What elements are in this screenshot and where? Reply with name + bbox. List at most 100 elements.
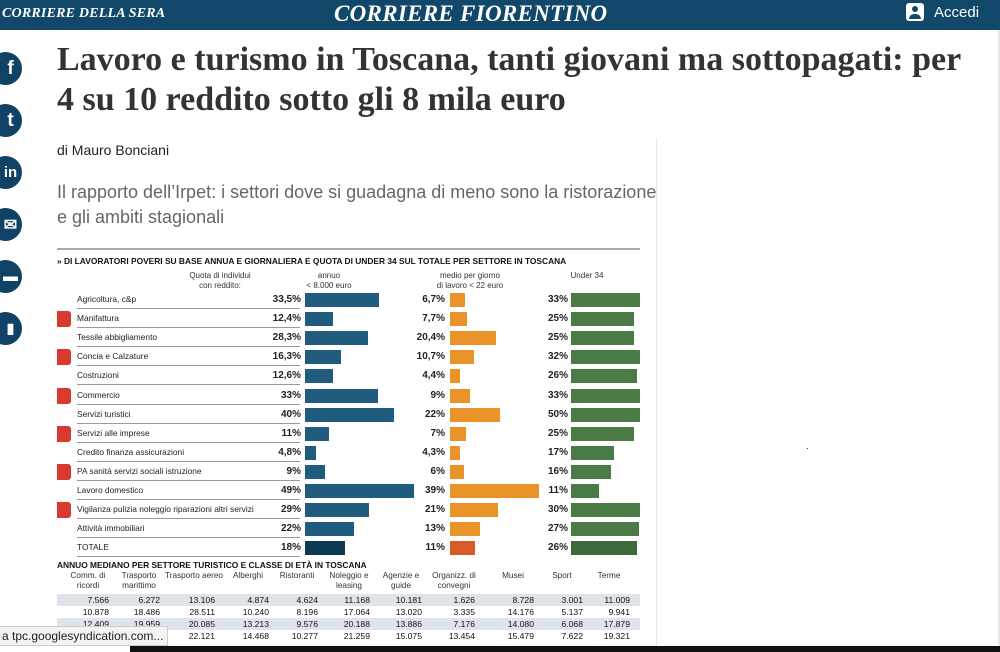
- medio-value-label: 9%: [430, 389, 445, 401]
- corriere-della-sera-logo[interactable]: CORRIERE DELLA SERA: [2, 6, 166, 21]
- annuo-value-label: 16,3%: [272, 351, 301, 363]
- table2-cell: 6.272: [138, 595, 160, 605]
- row-rule: [77, 537, 300, 539]
- chart-row: Servizi alle imprese 11% 7% 25%: [57, 425, 640, 444]
- medio-bar: [450, 331, 497, 346]
- table2-cell: 10.240: [242, 607, 269, 617]
- chart-row: Vigilanza pulizia noleggio riparazioni a…: [57, 501, 640, 520]
- header-under34: Under 34: [570, 271, 604, 280]
- chart-row: PA sanità servizi sociali istruzione 9% 6%…: [57, 463, 640, 482]
- table2-cell: 13.886: [395, 619, 422, 629]
- medio-bar: [450, 522, 480, 537]
- medio-value-label: 6%: [430, 465, 445, 477]
- table2-cell: 14.176: [507, 607, 534, 617]
- sector-icon: [57, 387, 71, 404]
- infographic-image: » DI LAVORATORI POVERI SU BASE ANNUA E G…: [57, 248, 640, 652]
- medio-bar: [450, 388, 471, 403]
- annuo-value-label: 49%: [280, 485, 301, 496]
- twitter-icon[interactable]: t: [0, 104, 22, 137]
- article-author[interactable]: di Mauro Bonciani: [57, 142, 170, 158]
- user-icon: [906, 3, 924, 21]
- email-icon[interactable]: ✉: [0, 208, 22, 241]
- under34-bar: [571, 484, 599, 498]
- column-separator: [656, 138, 657, 652]
- under34-bar: [571, 445, 614, 460]
- table2-column-header: Trasporto marittimo: [121, 571, 157, 590]
- sector-icon: [57, 311, 71, 328]
- annuo-bar: [305, 541, 345, 556]
- medio-bar: [450, 426, 466, 441]
- table2-cell: 5.137: [561, 607, 583, 617]
- corriere-fiorentino-logo[interactable]: CORRIERE FIORENTINO: [334, 1, 608, 26]
- annuo-value-label: 4,8%: [278, 446, 301, 458]
- annuo-value-label: 11%: [281, 427, 301, 439]
- under34-bar: [571, 541, 637, 556]
- annuo-value-label: 33,5%: [272, 294, 301, 305]
- sector-label: Lavoro domestico: [77, 485, 144, 495]
- under34-value-label: 50%: [547, 408, 568, 420]
- under34-bar: [571, 388, 640, 403]
- table2-column-header: Trasporto aereo: [165, 571, 223, 580]
- medio-value-label: 4,3%: [422, 446, 445, 458]
- sector-label: Commercio: [77, 389, 120, 400]
- chart-row: Manifattura 12,4% 7,7% 25%: [57, 310, 640, 329]
- table2-cell: 7.176: [453, 619, 475, 629]
- header-quota: Quota di individui con reddito:: [175, 271, 265, 291]
- annuo-value-label: 22%: [280, 523, 301, 535]
- header-medio-line2: di lavoro < 22 euro: [436, 281, 504, 290]
- linkedin-icon[interactable]: in: [0, 156, 22, 189]
- chart-row: Servizi turistici 40% 22% 50%: [57, 406, 640, 425]
- sector-label: Agricoltura, c&p: [77, 294, 137, 304]
- medio-value-label: 11%: [425, 542, 445, 554]
- table2-cell: 17.879: [603, 619, 630, 629]
- chart-row: Costruzioni 12,6% 4,4% 26%: [57, 367, 640, 386]
- medio-bar: [450, 541, 475, 556]
- annuo-bar: [305, 331, 368, 346]
- annuo-bar: [305, 388, 379, 403]
- article-title: Lavoro e turismo in Toscana, tanti giova…: [57, 41, 961, 118]
- medio-value-label: 7,7%: [422, 313, 445, 325]
- under34-value-label: 26%: [547, 370, 568, 382]
- table2-cell: 7.622: [561, 631, 583, 641]
- under34-bar: [571, 312, 634, 327]
- header-medio: medio per giorno di lavoro < 22 euro: [425, 271, 515, 291]
- header-annuo-line2: < 8.000 euro: [306, 281, 352, 290]
- annuo-bar: [305, 312, 333, 327]
- login-label: Accedi: [934, 3, 980, 21]
- top-navigation-bar: CORRIERE DELLA SERA CORRIERE FIORENTINO …: [0, 0, 1000, 30]
- chart-row: Agricoltura, c&p 33,5% 6,7% 33%: [57, 291, 640, 310]
- table2-cell: 14.468: [242, 631, 269, 641]
- header-annuo-line1: annuo: [317, 271, 341, 280]
- header-medio-line1: medio per giorno: [439, 271, 501, 280]
- chart-row: TOTALE 18% 11% 26%: [57, 539, 640, 558]
- table2-cell: 1.626: [453, 595, 475, 605]
- table2-cell: 10.878: [82, 607, 109, 617]
- table2-column-header: Organizz. di convegni: [432, 571, 476, 590]
- table2-row: 10.878 18.486 28.511 10.240 8.196 17.064 13.02…: [57, 606, 640, 618]
- infographic-title: » DI LAVORATORI POVERI SU BASE ANNUA E G…: [57, 256, 567, 266]
- table2-cell: 18.486: [133, 607, 160, 617]
- under34-bar: [571, 369, 637, 384]
- table2-cell: 3.335: [453, 607, 475, 617]
- header-quota-line1: Quota di individui: [189, 271, 251, 280]
- annuo-bar: [305, 503, 370, 518]
- annuo-bar: [305, 522, 354, 537]
- medio-value-label: 7%: [430, 427, 445, 439]
- table2-cell: 15.075: [395, 631, 422, 641]
- login-button[interactable]: Accedi: [906, 3, 979, 21]
- sector-label: Servizi turistici: [77, 408, 131, 419]
- annuo-bar: [305, 464, 325, 479]
- sector-label: PA sanità servizi sociali istruzione: [77, 465, 202, 476]
- row-rule: [77, 441, 300, 443]
- row-rule: [77, 308, 300, 309]
- table2-row: 12.409 19.959 20.085 13.213 9.576 20.188 13.88…: [57, 618, 640, 630]
- annuo-value-label: 18%: [280, 542, 301, 554]
- comment-icon[interactable]: ▬: [0, 260, 22, 293]
- sector-icon: [57, 502, 71, 519]
- bookmark-icon[interactable]: ▮: [0, 312, 22, 345]
- annuo-value-label: 9%: [286, 465, 301, 477]
- table2-column-header: Agenzie e guide: [382, 571, 420, 590]
- row-rule: [77, 556, 300, 558]
- row-rule: [77, 499, 300, 500]
- facebook-icon[interactable]: f: [0, 52, 22, 85]
